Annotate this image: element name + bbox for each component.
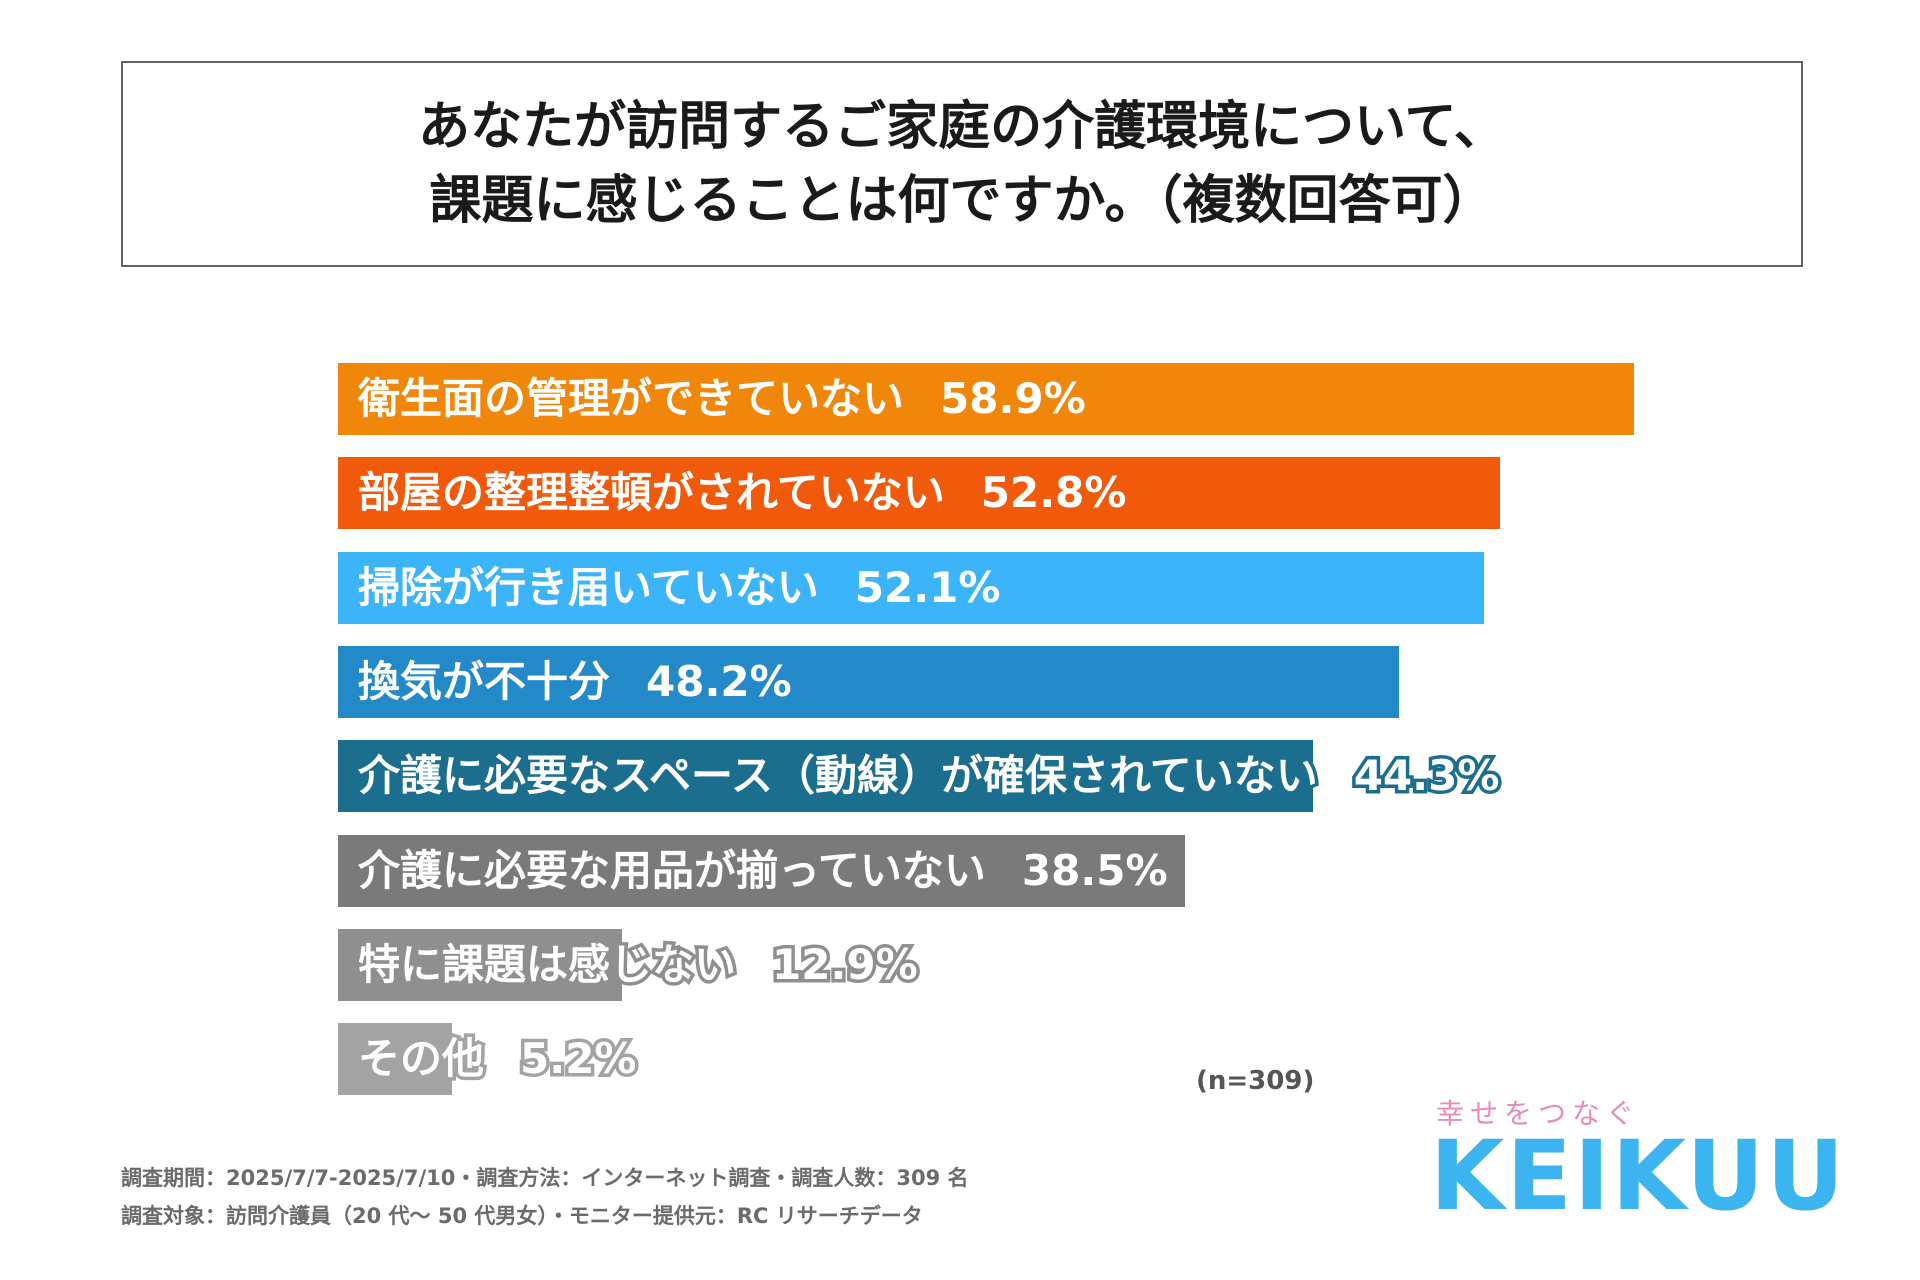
survey-footnote-2: 調査対象：訪問介護員（20 代～ 50 代男女）・モニター提供元：RC リサーチ… (121, 1204, 923, 1228)
bar-category-label: 掃除が行き届いていない (358, 563, 819, 612)
bar-category-label: 部屋の整理整頓がされていない (358, 468, 945, 517)
bar-category-label: その他 (354, 1031, 487, 1087)
bar-value-label: 52.8% (980, 468, 1127, 517)
bar (338, 552, 1484, 624)
bar-category-label: 換気が不十分 (358, 657, 611, 706)
bar-value-label: 52.1% (854, 563, 1001, 612)
bar-category-label: 特に課題は感じない (354, 937, 739, 993)
bar-category-label: 介護に必要なスペース（動線）が確保されていない (355, 748, 1322, 804)
chart-title-line-1: あなたが訪問するご家庭の介護環境について、 (418, 97, 1506, 157)
logo-keikuu: KEIKUU (1430, 1120, 1847, 1232)
bar (338, 1023, 452, 1095)
bar-value-label: 38.5% (1018, 843, 1171, 899)
bar-label: 衛生面の管理ができていない 58.9% (358, 363, 1086, 435)
chart-title-line-2: 課題に感じることは何ですか。（複数回答可） (429, 171, 1495, 231)
bar-category-label: 介護に必要な用品が揃っていない (355, 843, 990, 899)
bar (338, 646, 1399, 718)
bar-value-label: 58.9% (940, 374, 1086, 423)
bar-label: 介護に必要な用品が揃っていない 38.5% (355, 835, 1172, 907)
bar (338, 929, 622, 1001)
bar-label: その他 5.2% (354, 1023, 641, 1095)
bar-label: 掃除が行き届いていない 52.1% (358, 552, 1000, 624)
bar-value-label: 44.3% (1350, 748, 1503, 804)
survey-footnote-1: 調査期間：2025/7/7-2025/7/10・調査方法：インターネット調査・調… (121, 1166, 969, 1190)
logo-tagline: 幸せをつなぐ (1436, 1097, 1641, 1130)
bar-label: 部屋の整理整頓がされていない 52.8% (358, 457, 1126, 529)
bar-label: 特に課題は感じない 12.9% (354, 929, 922, 1001)
bar (338, 835, 1185, 907)
bar-label: 介護に必要なスペース（動線）が確保されていない 44.3% (355, 740, 1503, 812)
sample-size-note: (n=309) (1196, 1066, 1315, 1096)
bar-label: 換気が不十分 48.2% (358, 646, 792, 718)
bar (338, 363, 1634, 435)
bar-value-label: 12.9% (769, 937, 922, 993)
chart-title-box: あなたが訪問するご家庭の介護環境について、 課題に感じることは何ですか。（複数回… (121, 61, 1803, 267)
bar (338, 457, 1500, 529)
bar-value-label: 5.2% (517, 1031, 641, 1087)
bar-category-label: 衛生面の管理ができていない (358, 374, 905, 423)
bar-value-label: 48.2% (646, 657, 792, 706)
bar (338, 740, 1313, 812)
